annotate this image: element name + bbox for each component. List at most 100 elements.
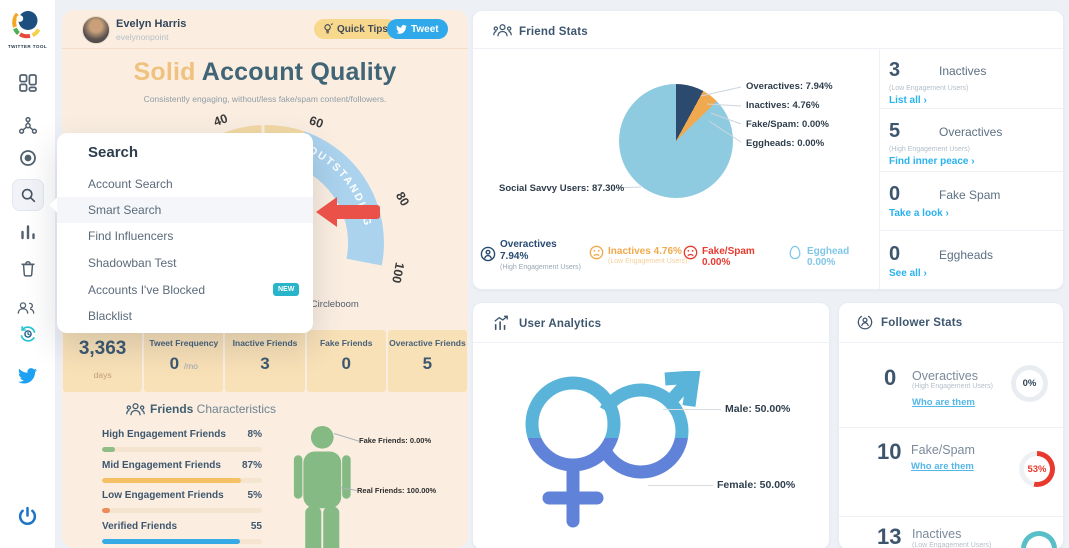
bar-label: High Engagement Friends (102, 429, 226, 440)
quick-tips-button[interactable]: Quick Tips (314, 19, 397, 39)
overactives-donut: 0% (1011, 365, 1048, 402)
follower-inactives-sub: (Low Engagement Users) (912, 542, 992, 548)
male-label: Male: 50.00% (725, 403, 791, 415)
menu-item-accounts-ive-blocked[interactable]: Accounts I've Blocked NEW (57, 277, 313, 303)
annotation-arrow (316, 197, 382, 227)
search-menu: Search Account Search Smart Search Find … (49, 133, 313, 333)
dashboard-icon[interactable] (19, 74, 37, 92)
search-nav-active[interactable] (12, 179, 44, 211)
circleboom-logo-icon (12, 11, 41, 39)
search-menu-title: Search (88, 144, 139, 161)
menu-item-find-influencers[interactable]: Find Influencers (88, 229, 174, 243)
gauge-tick-100: 100 (389, 261, 407, 284)
quick-tips-label: Quick Tips (337, 23, 388, 35)
fake-spam-label: Fake Spam (939, 188, 1001, 202)
gauge-tick-80: 80 (393, 189, 412, 208)
gender-chart (525, 371, 701, 528)
follower-stats-icon (857, 315, 873, 330)
tweet-button[interactable]: Tweet (387, 19, 448, 39)
bar-track (102, 539, 262, 544)
friend-stats-icon (493, 24, 512, 37)
stat-tweet-frequency: Tweet Frequency 0 /mo (144, 330, 224, 392)
bar-row-high-engagement: High Engagement Friends 8% (102, 429, 262, 442)
fake-spam-count: 0 (889, 183, 901, 205)
bar-track (102, 478, 262, 483)
female-connector (648, 485, 713, 486)
bar-value: 87% (241, 460, 262, 471)
egg-icon (789, 245, 801, 260)
real-friends-callout: Real Friends: 100.00% (357, 486, 437, 495)
callout-eggheads: Eggheads: 0.00% (746, 138, 825, 149)
see-all-link[interactable]: See all › (889, 268, 927, 279)
menu-item-account-search[interactable]: Account Search (88, 177, 173, 191)
row-divider (839, 516, 1063, 517)
analytics-icon[interactable] (19, 223, 37, 241)
panel-divider (839, 342, 1063, 343)
network-icon[interactable] (19, 117, 37, 135)
power-icon[interactable] (17, 506, 38, 527)
lightbulb-icon (324, 23, 333, 34)
friends-characteristics-title: Friends Characteristics (150, 402, 277, 416)
panel-divider (473, 48, 1063, 49)
users-icon[interactable] (17, 299, 35, 317)
follower-stats-panel: Follower Stats 0 Overactives (High Engag… (838, 302, 1064, 548)
stat-inactive-friends-value: 3 (260, 354, 270, 373)
account-stats-row: 3,363 days Tweet Frequency 0 /mo Inactiv… (63, 330, 468, 392)
follower-inactives-count: 13 (877, 524, 902, 548)
record-icon[interactable] (19, 149, 37, 167)
tweet-bird-icon (396, 24, 407, 34)
stat-inactive-friends: Inactive Friends 3 (225, 330, 305, 392)
avatar[interactable] (82, 16, 110, 44)
header-divider (62, 48, 468, 49)
follower-inactives-label: Inactives (912, 527, 962, 541)
person-circle-icon (480, 246, 496, 262)
arrow-head (316, 197, 337, 227)
callout-social-savvy: Social Savvy Users: 87.30% (499, 183, 625, 194)
inactives-sub: (Low Engagement Users) (889, 85, 969, 92)
menu-item-blacklist[interactable]: Blacklist (88, 309, 133, 323)
stat-fake-friends-value: 0 (341, 354, 351, 373)
list-all-link[interactable]: List all › (889, 95, 927, 106)
stat-overactive-friends: Overactive Friends 5 (387, 330, 468, 392)
search-icon (21, 188, 35, 202)
inactives-label: Inactives (939, 64, 987, 78)
friend-stats-title: Friend Stats (519, 26, 588, 38)
friends-icon (126, 403, 145, 416)
sad-face-icon (589, 245, 604, 260)
donut-value: 53% (1027, 463, 1047, 475)
bar-value: 55 (250, 521, 262, 532)
stat-tweet-frequency-value: 0 (169, 354, 180, 373)
gauge-tick-60: 60 (307, 113, 325, 131)
twitter-icon[interactable] (18, 368, 37, 384)
stat-overactive-friends-value: 5 (422, 354, 433, 373)
quality-title-rest: Account Quality (195, 58, 397, 86)
callout-inactives: Inactives: 4.76% (746, 100, 820, 111)
user-analytics-panel: User Analytics Male: 50.00% Female: 50.0… (472, 302, 830, 548)
follower-stats-title: Follower Stats (881, 317, 963, 329)
find-inner-peace-link[interactable]: Find inner peace › (889, 156, 975, 167)
who-are-them-link[interactable]: Who are them (912, 397, 975, 408)
menu-item-shadowban-test[interactable]: Shadowban Test (88, 256, 177, 270)
card-divider (879, 230, 1063, 231)
sync-clock-icon[interactable] (19, 325, 37, 343)
overactives-sub: (High Engagement Users) (889, 146, 970, 153)
quality-rating-word: Solid (133, 58, 196, 86)
menu-item-smart-search[interactable]: Smart Search (57, 197, 313, 223)
bar-row-mid-engagement: Mid Engagement Friends 87% (102, 460, 262, 473)
trash-icon[interactable] (19, 259, 37, 277)
account-quality-subtitle: Consistently engaging, without/less fake… (143, 94, 387, 104)
callout-fake-spam: Fake/Spam: 0.00% (746, 119, 829, 130)
bar-label: Verified Friends (102, 521, 178, 532)
callout-overactives: Overactives: 7.94% (746, 81, 833, 92)
eggheads-label: Eggheads (939, 248, 994, 262)
profile-handle: evelynonpoint (116, 32, 169, 42)
bar-row-low-engagement: Low Engagement Friends 5% (102, 490, 262, 503)
who-are-them-link[interactable]: Who are them (911, 461, 974, 472)
stat-fake-friends: Fake Friends 0 (306, 330, 386, 392)
brand-label: TWITTER TOOL (7, 44, 48, 49)
column-divider (879, 48, 880, 289)
user-analytics-title: User Analytics (519, 318, 602, 330)
take-a-look-link[interactable]: Take a look › (889, 208, 949, 219)
inactives-count: 3 (889, 59, 901, 81)
